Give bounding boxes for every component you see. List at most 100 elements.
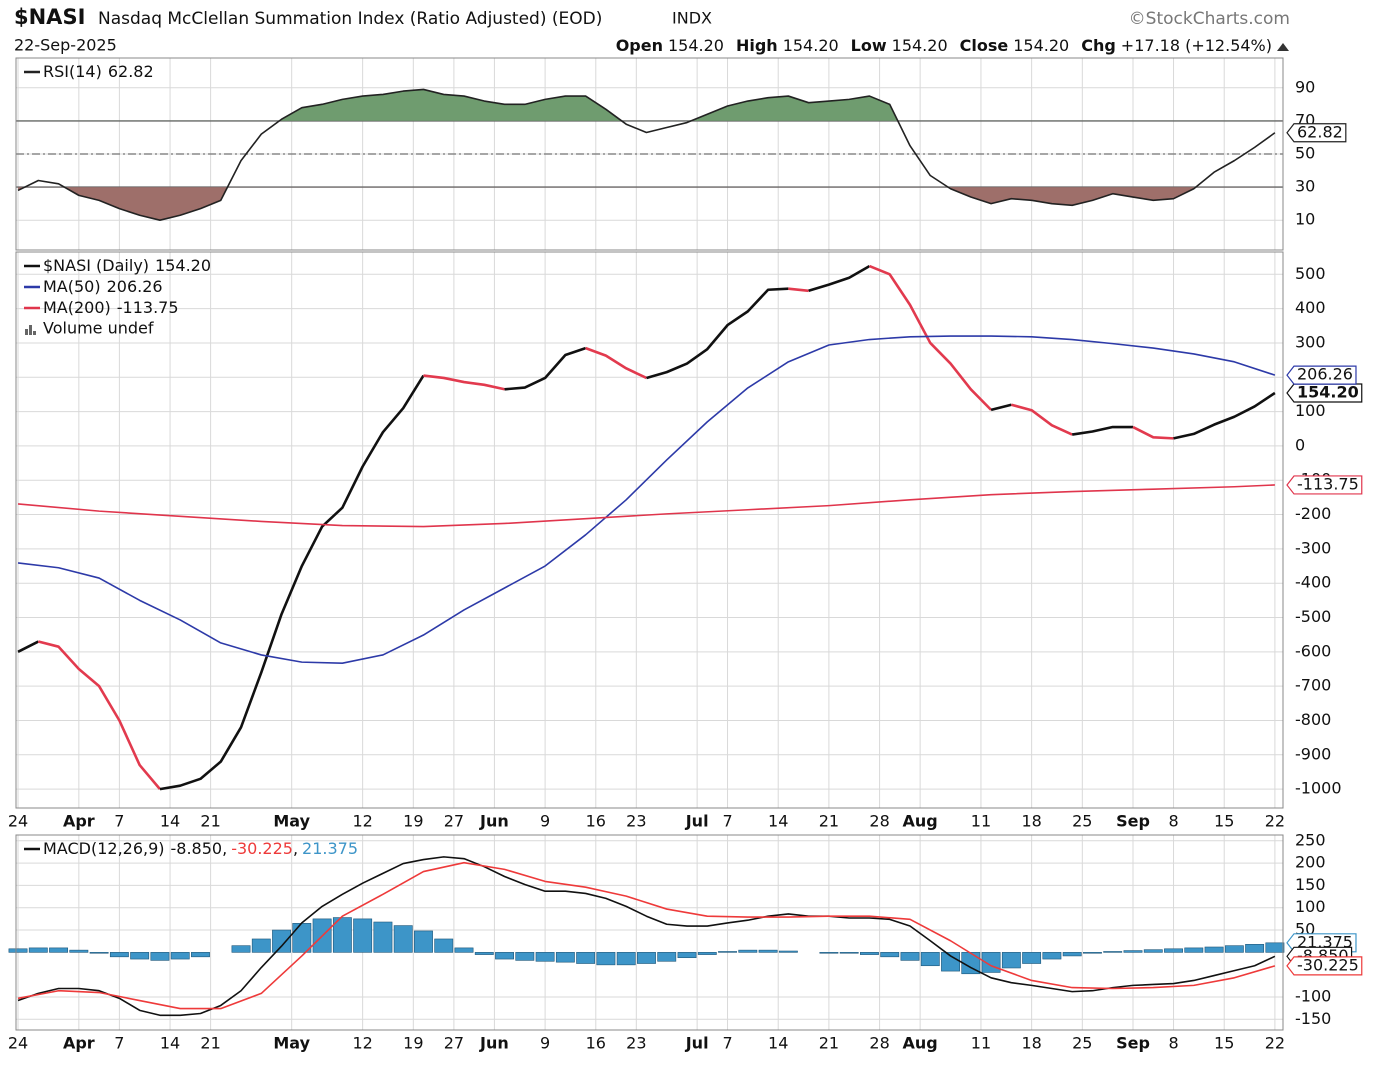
panel-frame (15, 57, 1284, 251)
histogram-bar (1184, 947, 1204, 953)
legend-entry: Volume undef (43, 319, 154, 338)
series-line (159, 374, 425, 791)
x-tick-label: 25 (1072, 1034, 1092, 1053)
x-tick-label: Sep (1116, 1034, 1150, 1053)
x-tick-label: 24 (8, 812, 28, 831)
histogram-bar (109, 952, 129, 958)
x-tick-label: May (273, 812, 310, 831)
y-tick-label: -700 (1295, 676, 1331, 695)
y-tick-label: 250 (1295, 830, 1326, 849)
histogram-bar (454, 947, 474, 953)
series-line (990, 403, 1012, 412)
legend-name: $NASI (Daily) (43, 256, 149, 275)
series-line (504, 346, 587, 391)
y-tick-label: 0 (1295, 435, 1305, 454)
histogram-bar (637, 952, 656, 964)
quote-value: +17.18 (+12.54%) (1121, 36, 1272, 55)
date: 22-Sep-2025 (14, 36, 117, 55)
x-tick-label: May (273, 1034, 310, 1053)
x-tick-label: 11 (971, 812, 991, 831)
series-line (17, 88, 1276, 222)
histogram-bar (130, 952, 150, 960)
histogram-bar (69, 949, 89, 953)
y-tick-label: -900 (1295, 744, 1331, 763)
x-tick-label: 22 (1265, 1034, 1285, 1053)
series-line (17, 861, 1276, 1010)
histogram-bar (170, 952, 190, 960)
x-tick-label: 9 (540, 812, 550, 831)
y-tick-label: 30 (1295, 177, 1315, 196)
x-tick-label: 24 (8, 1034, 28, 1053)
y-tick-label: -300 (1295, 538, 1331, 557)
grid-layer (16, 58, 1283, 1030)
series-line (1011, 403, 1073, 436)
legend-name: RSI(14) (43, 62, 102, 81)
overbought-area (279, 89, 898, 121)
x-tick-label: 12 (352, 812, 372, 831)
quote-label: Chg (1081, 36, 1116, 55)
histogram-bar (191, 952, 210, 958)
series-line (646, 287, 789, 380)
x-tick-label: 22 (1265, 812, 1285, 831)
histogram-bar (880, 952, 900, 958)
histogram-bar (1265, 942, 1285, 953)
histogram-bar (373, 921, 393, 953)
y-tick-label: 50 (1295, 144, 1315, 163)
value-box (1286, 383, 1363, 403)
histogram-bar (839, 952, 859, 954)
histogram-bar (353, 918, 373, 953)
histogram-bar (8, 948, 28, 953)
x-tick-label: 21 (200, 1034, 220, 1053)
series-line (788, 287, 809, 293)
value-box-label: -30.225 (1297, 955, 1359, 974)
histogram-bar (738, 949, 758, 953)
x-tick-label: 7 (722, 812, 732, 831)
histogram-bar (697, 952, 717, 955)
value-box (1286, 365, 1357, 385)
histogram-bar (49, 947, 69, 953)
x-tick-label: 7 (722, 1034, 732, 1053)
histogram-bar (515, 952, 535, 961)
series-line (585, 346, 648, 380)
value-box (1286, 123, 1347, 143)
x-tick-label: 21 (819, 1034, 839, 1053)
series-line (1132, 425, 1174, 440)
histogram-bar (900, 952, 920, 961)
histogram-bar (555, 952, 575, 963)
legend-entry: $NASI (Daily) 154.20 (43, 256, 211, 275)
histogram-bar (474, 952, 494, 955)
x-tick-label: Apr (63, 812, 95, 831)
value-box-label: -113.75 (1297, 474, 1359, 493)
value-box-label: 206.26 (1297, 365, 1353, 384)
x-tick-label: 14 (160, 812, 180, 831)
histogram-bar (1224, 945, 1244, 953)
x-tick-label: 9 (540, 1034, 550, 1053)
value-box-label: 62.82 (1297, 122, 1343, 141)
histogram-bar (272, 929, 291, 953)
x-tick-label: Jun (479, 812, 509, 831)
panel-background (16, 835, 1283, 1030)
quote-value: 154.20 (1013, 36, 1069, 55)
legend-value: -113.75 (117, 298, 179, 317)
x-tick-label: 15 (1214, 812, 1234, 831)
x-tick-label: 16 (586, 812, 606, 831)
histogram-bar (778, 950, 798, 953)
histogram-bar (1062, 952, 1082, 957)
x-tick-label: 12 (352, 1034, 372, 1053)
quote-value: 154.20 (783, 36, 839, 55)
histogram-bar (231, 945, 251, 953)
x-tick-label: Jul (685, 1034, 709, 1053)
legend-entry: RSI(14) 62.82 (43, 62, 154, 81)
histogram-bar (1022, 952, 1042, 964)
histogram-bar (576, 952, 596, 964)
x-tick-label: 21 (819, 812, 839, 831)
x-tick-label: 14 (160, 1034, 180, 1053)
x-tick-label: 15 (1214, 1034, 1234, 1053)
histogram-bar (434, 938, 454, 953)
histogram-bar (535, 952, 555, 962)
histogram-bar (393, 925, 413, 953)
x-tick-label: 28 (869, 812, 889, 831)
legend-value: 206.26 (107, 277, 163, 296)
histogram-bar (150, 952, 170, 961)
